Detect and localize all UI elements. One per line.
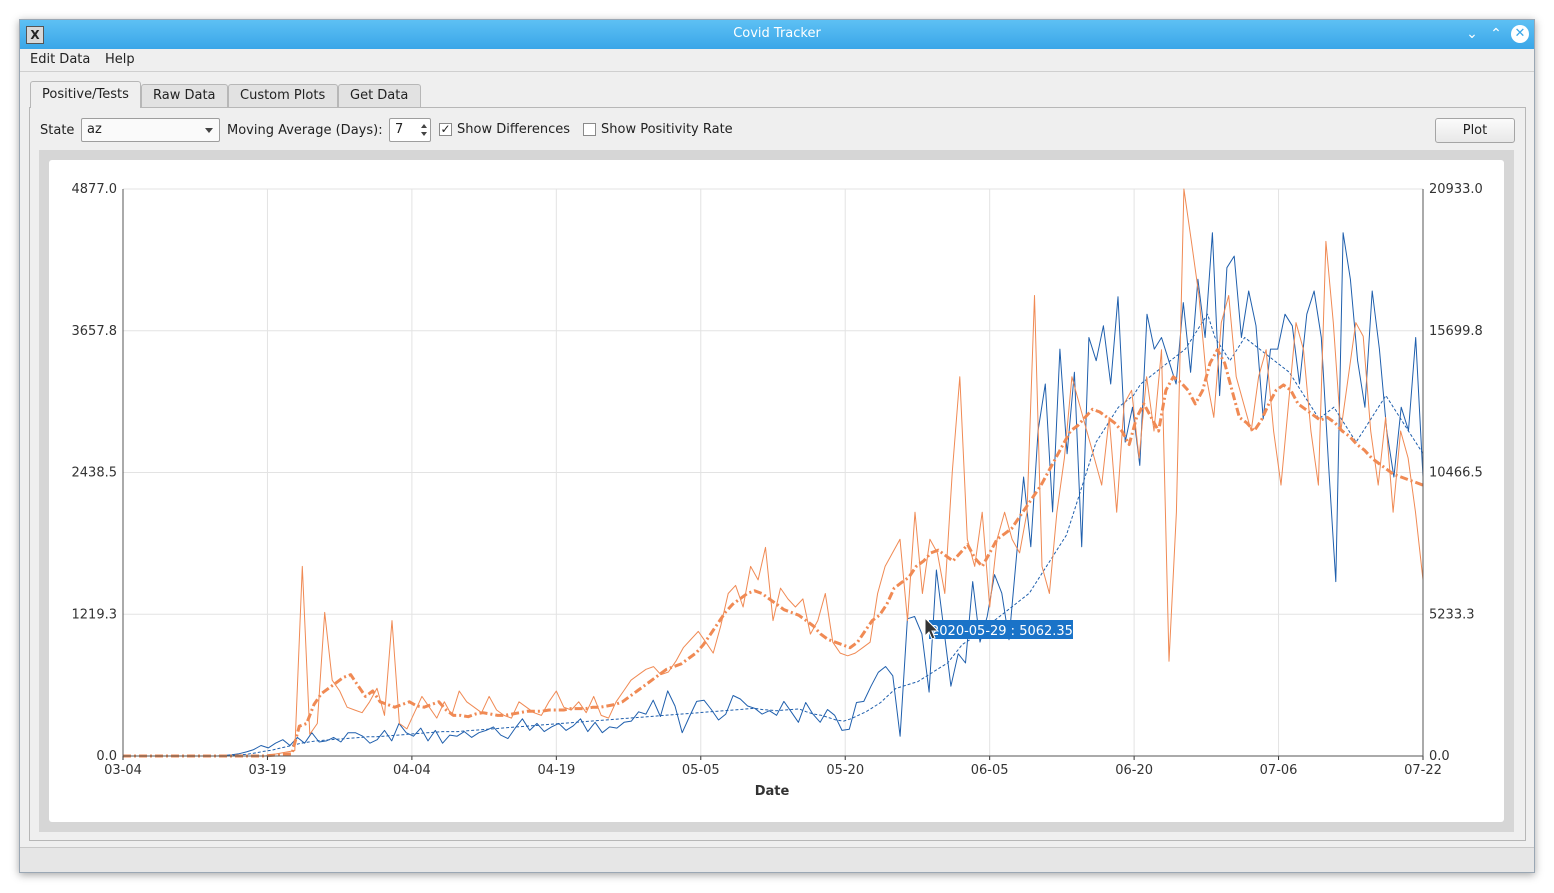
x-tick-label: 07-06	[1260, 763, 1298, 778]
y-right-tick-label: 0.0	[1429, 749, 1450, 764]
moving-average-value: 7	[395, 122, 404, 137]
chart-frame: 0.0 0.0 1219.3 5233.3 2438.5 10466.5 3657.8 156…	[39, 150, 1514, 832]
x-tick-label: 03-04	[104, 763, 142, 778]
y-left-tick-label: 2438.5	[72, 466, 118, 481]
spin-down-icon[interactable]	[421, 132, 427, 136]
tab-raw-data[interactable]: Raw Data	[141, 84, 228, 107]
y-left-tick-label: 3657.8	[72, 324, 118, 339]
cursor-icon	[924, 616, 940, 640]
chart-tooltip: 2020-05-29 : 5062.35	[924, 616, 1073, 640]
moving-average-spinbox[interactable]: 7	[389, 118, 431, 142]
series-line-0	[123, 232, 1424, 757]
y-right-tick-label: 15699.8	[1429, 324, 1483, 339]
maximize-icon[interactable]: ⌃	[1490, 26, 1502, 42]
plot-button[interactable]: Plot	[1435, 118, 1515, 143]
tab-get-data[interactable]: Get Data	[338, 84, 421, 107]
series-line-1	[123, 313, 1424, 757]
x-tick-label: 06-05	[971, 763, 1009, 778]
chart-axes	[122, 189, 1424, 760]
series-line-3	[123, 348, 1424, 758]
close-icon[interactable]: ✕	[1511, 25, 1529, 43]
show-positivity-label[interactable]: Show Positivity Rate	[601, 122, 733, 137]
y-left-tick-label: 0.0	[96, 749, 117, 764]
status-bar	[20, 847, 1534, 872]
x-tick-label: 03-19	[249, 763, 287, 778]
x-tick-label: 05-05	[682, 763, 720, 778]
menu-bar: Edit Data Help	[20, 49, 1534, 72]
tab-positive-tests[interactable]: Positive/Tests	[30, 81, 141, 108]
x-axis-label: Date	[755, 784, 790, 799]
spin-up-icon[interactable]	[421, 124, 427, 128]
chart-card: 0.0 0.0 1219.3 5233.3 2438.5 10466.5 3657.8 156…	[49, 160, 1504, 822]
y-right-tick-label: 5233.3	[1429, 607, 1475, 622]
chevron-down-icon	[205, 128, 213, 133]
y-right-tick-label: 20933.0	[1429, 182, 1483, 197]
x-tick-label: 04-19	[537, 763, 575, 778]
app-window: X Covid Tracker ⌄ ⌃ ✕ Edit Data Help Pos…	[19, 19, 1535, 873]
checkmark-icon: ✓	[440, 122, 451, 136]
state-value: az	[87, 122, 102, 137]
x-tick-label: 06-20	[1115, 763, 1153, 778]
x-tick-label: 07-22	[1404, 763, 1442, 778]
title-bar[interactable]: X Covid Tracker ⌄ ⌃ ✕	[20, 20, 1534, 49]
x-tick-label: 05-20	[826, 763, 864, 778]
app-icon: X	[26, 26, 44, 44]
menu-edit-data[interactable]: Edit Data	[30, 52, 91, 67]
window-title: Covid Tracker	[733, 26, 821, 41]
show-positivity-checkbox[interactable]	[583, 123, 596, 136]
state-label: State	[40, 123, 75, 138]
minimize-icon[interactable]: ⌄	[1466, 26, 1478, 42]
line-chart[interactable]: 0.0 0.0 1219.3 5233.3 2438.5 10466.5 3657.8 156…	[49, 160, 1504, 822]
y-left-tick-label: 4877.0	[72, 182, 118, 197]
y-right-tick-label: 10466.5	[1429, 466, 1483, 481]
tab-custom-plots[interactable]: Custom Plots	[228, 84, 338, 107]
x-tick-label: 04-04	[393, 763, 431, 778]
y-left-tick-label: 1219.3	[72, 607, 118, 622]
tooltip-text: 2020-05-29 : 5062.35	[931, 624, 1073, 639]
show-differences-checkbox[interactable]: ✓	[439, 123, 452, 136]
state-combobox[interactable]: az	[81, 118, 220, 142]
chart-grid	[122, 188, 1424, 757]
tab-pane: State az Moving Average (Days): 7 ✓ Show…	[29, 107, 1526, 841]
chart-series	[123, 188, 1424, 758]
chart-ticks: 0.0 0.0 1219.3 5233.3 2438.5 10466.5 3657.8 156…	[72, 182, 1483, 778]
moving-average-label: Moving Average (Days):	[227, 123, 383, 138]
menu-help[interactable]: Help	[105, 52, 135, 67]
show-differences-label[interactable]: Show Differences	[457, 122, 571, 137]
